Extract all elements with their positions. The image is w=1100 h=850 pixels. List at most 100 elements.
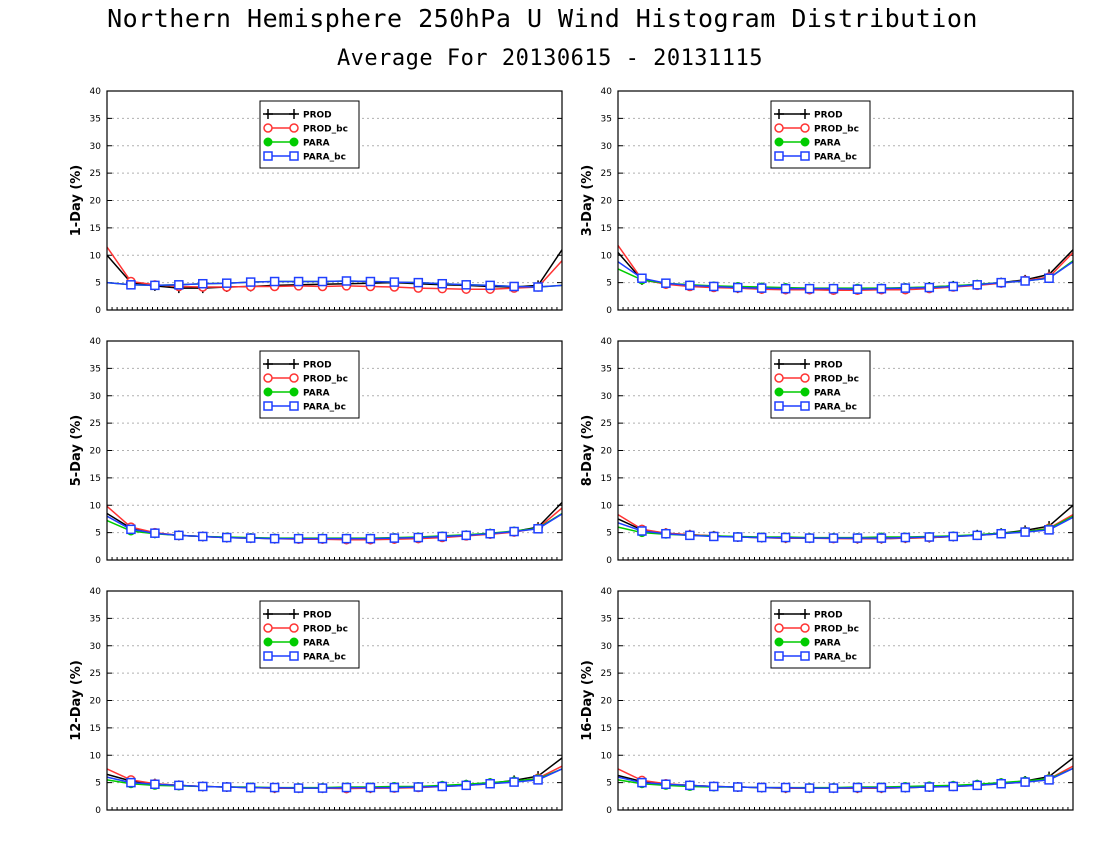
legend-marker <box>263 651 273 661</box>
legend: PROD PROD_bc PARA PARA_bc <box>770 350 871 419</box>
y-tick-label: 40 <box>601 337 613 347</box>
y-tick-label: 35 <box>601 114 612 124</box>
data-point <box>1020 777 1030 787</box>
legend-label: PROD <box>814 611 843 621</box>
y-tick-label: 0 <box>606 806 612 816</box>
legend-marker <box>800 401 810 411</box>
data-point <box>852 284 863 294</box>
data-point <box>661 779 671 790</box>
chart-panel: 0 5 10 15 20 25 30 35 40 5-Day (%) PROD PROD_bc PARA… <box>69 337 563 566</box>
legend-marker <box>800 637 810 647</box>
data-point <box>389 533 400 543</box>
data-point <box>637 777 647 788</box>
y-tick-label: 25 <box>90 169 101 179</box>
data-point <box>269 533 280 544</box>
y-tick-label: 30 <box>90 642 102 652</box>
y-tick-label: 25 <box>601 169 612 179</box>
legend-marker <box>774 123 784 133</box>
y-tick-label: 30 <box>601 142 613 152</box>
y-tick-label: 30 <box>90 142 102 152</box>
plot-frame <box>106 340 563 561</box>
y-axis-label: 8-Day (%) <box>580 415 595 487</box>
data-point <box>996 277 1006 288</box>
legend-marker <box>774 401 784 411</box>
legend-marker <box>289 623 299 633</box>
data-point <box>437 781 448 792</box>
legend-label: PARA <box>814 139 841 149</box>
data-point <box>828 533 839 543</box>
legend-marker <box>289 387 299 397</box>
data-point <box>804 283 815 294</box>
data-point <box>900 532 911 543</box>
y-tick-label: 40 <box>601 87 613 97</box>
data-point <box>221 782 232 792</box>
y-tick-label: 40 <box>90 337 102 347</box>
legend-marker <box>263 609 273 619</box>
data-point <box>972 280 982 290</box>
data-point <box>245 277 256 287</box>
legend-label: PARA_bc <box>814 153 857 163</box>
data-point <box>876 283 887 294</box>
legend-marker <box>800 373 810 383</box>
legend-label: PROD_bc <box>303 375 348 385</box>
legend-label: PARA <box>303 139 330 149</box>
legend-marker <box>774 609 784 619</box>
legend-marker <box>289 137 299 147</box>
y-tick-label: 30 <box>601 392 613 402</box>
legend-label: PROD_bc <box>303 625 348 635</box>
data-point <box>709 781 719 792</box>
y-tick-label: 15 <box>601 474 612 484</box>
data-point <box>150 779 160 790</box>
legend-box <box>259 100 360 169</box>
data-point <box>709 531 719 542</box>
data-point <box>924 282 935 293</box>
legend-marker <box>774 373 784 383</box>
y-tick-label: 10 <box>90 751 102 761</box>
legend-label: PARA_bc <box>303 653 346 663</box>
data-point <box>509 281 519 292</box>
legend: PROD PROD_bc PARA PARA_bc <box>259 100 360 169</box>
y-tick-label: 5 <box>95 279 101 289</box>
data-point <box>413 782 424 792</box>
y-tick-label: 10 <box>601 501 613 511</box>
y-tick-label: 20 <box>90 447 102 457</box>
data-point <box>780 782 791 793</box>
data-point <box>756 532 767 543</box>
data-point <box>756 283 767 293</box>
y-tick-label: 20 <box>90 697 102 707</box>
legend-box <box>770 600 871 669</box>
legend: PROD PROD_bc PARA PARA_bc <box>770 100 871 169</box>
data-point <box>637 526 647 536</box>
data-point <box>293 533 304 544</box>
data-point <box>341 276 352 286</box>
data-point <box>709 281 719 292</box>
data-point <box>804 783 815 793</box>
y-tick-label: 25 <box>601 419 612 429</box>
data-point <box>732 532 743 542</box>
data-point <box>341 533 352 544</box>
page-subtitle: Average For 20130615 - 20131115 <box>336 46 764 71</box>
data-point <box>413 277 424 288</box>
data-point <box>389 782 400 793</box>
y-tick-label: 35 <box>90 114 101 124</box>
legend-label: PROD_bc <box>303 125 348 135</box>
legend-label: PROD <box>814 111 843 121</box>
data-point <box>1020 276 1030 286</box>
data-point <box>972 780 982 791</box>
legend-marker <box>774 137 784 147</box>
series-para-bc <box>617 767 1074 793</box>
y-tick-label: 20 <box>601 697 613 707</box>
data-point <box>198 781 208 792</box>
data-point <box>437 278 448 289</box>
data-point <box>924 782 935 792</box>
y-tick-label: 25 <box>90 419 101 429</box>
data-point <box>485 528 495 539</box>
data-point <box>732 282 743 293</box>
legend-marker <box>774 151 784 161</box>
data-point <box>533 524 543 534</box>
legend-box <box>770 100 871 169</box>
legend-label: PROD <box>303 611 332 621</box>
data-point <box>174 530 184 541</box>
data-point <box>533 775 543 785</box>
legend-label: PARA <box>303 389 330 399</box>
